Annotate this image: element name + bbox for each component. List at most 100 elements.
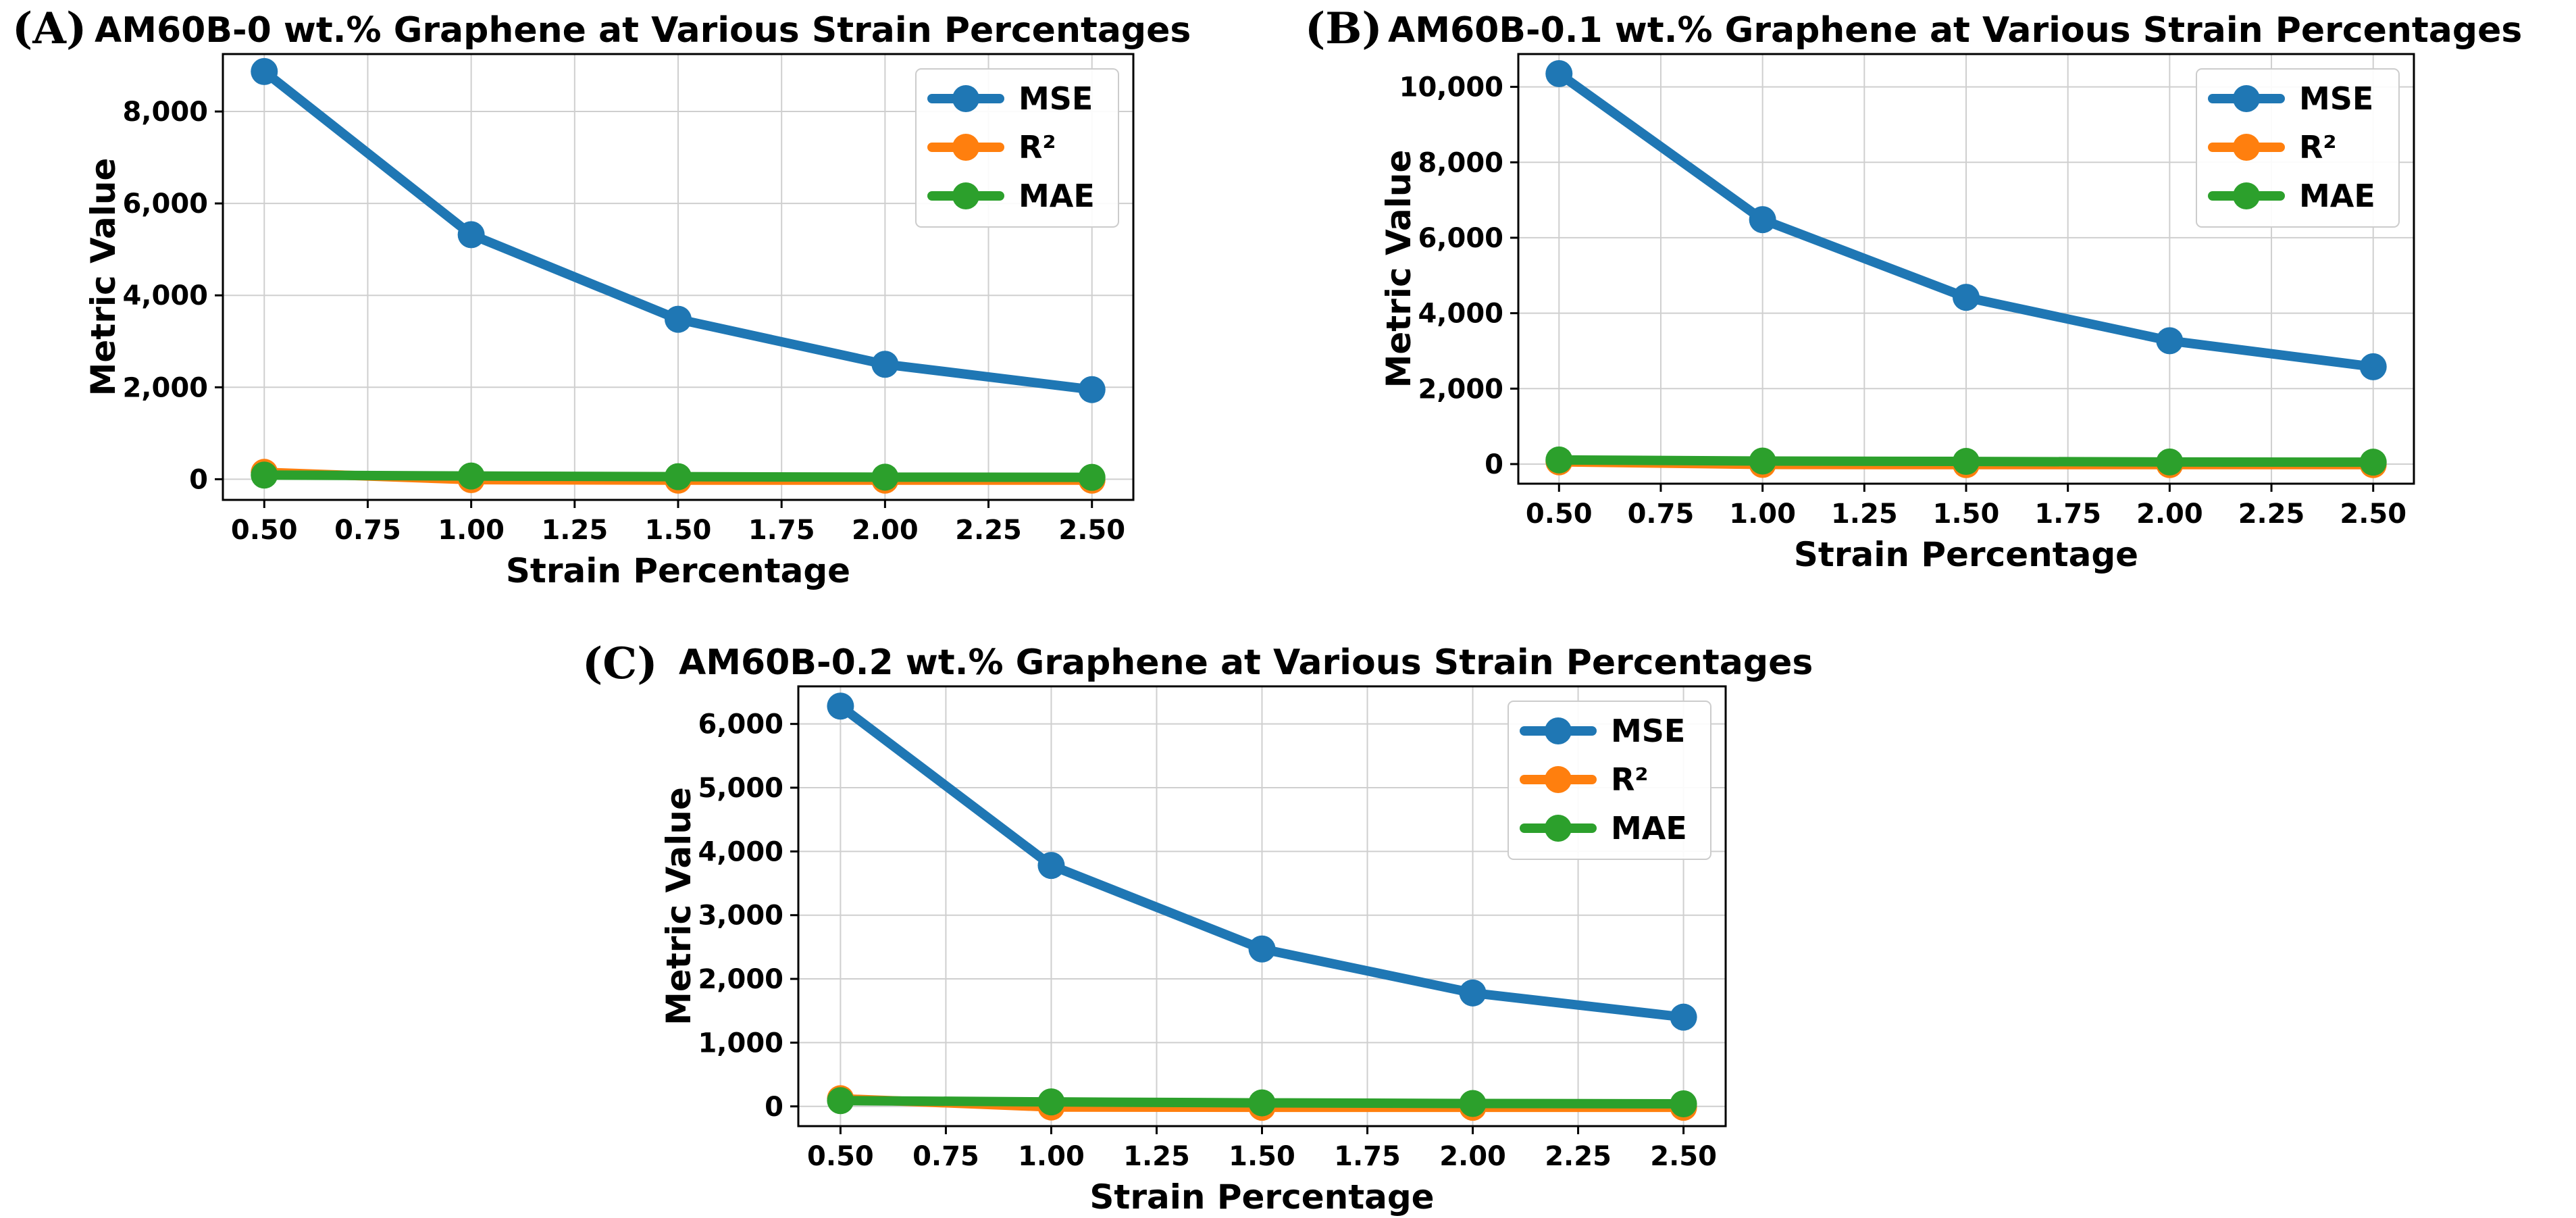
y-ticks-b: 0 2,000 4,000 6,000 8,000 10,000 (1399, 72, 1518, 480)
x-tick-label-c-6: 2.00 (1439, 1141, 1506, 1172)
data-point-mae-c-1 (1037, 1088, 1065, 1116)
x-tick-label-c-1: 0.75 (912, 1141, 979, 1172)
series-layer-a (251, 57, 1106, 494)
chart-title-c: AM60B-0.2 wt.% Graphene at Various Strai… (679, 642, 1813, 683)
x-tick-label-b-5: 1.75 (2034, 499, 2101, 530)
x-tick-label-b-4: 1.50 (1933, 499, 2000, 530)
data-point-mae-b-2 (1953, 448, 1980, 476)
legend-label-mse-c: MSE (1611, 713, 1685, 749)
panel-label-b: (B) (1305, 3, 1383, 54)
x-tick-label-a-4: 1.50 (645, 515, 712, 546)
x-ticks-a: 0.50 0.75 1.00 1.25 1.50 1.75 2.00 2.25 2.50 (231, 500, 1125, 546)
data-point-mae-b-4 (2359, 449, 2387, 476)
x-tick-label-c-2: 1.00 (1018, 1141, 1085, 1172)
data-point-mae-c-2 (1248, 1089, 1276, 1117)
data-point-mse-a-3 (871, 351, 899, 378)
x-tick-label-b-6: 2.00 (2136, 499, 2203, 530)
legend-marker-r2-b (2233, 134, 2260, 161)
y-axis-label-c: Metric Value (659, 787, 698, 1025)
data-point-mae-b-0 (1545, 446, 1573, 474)
chart-panel-a: (A) AM60B-0 wt.% Graphene at Various Str… (12, 3, 1191, 590)
y-tick-label-c-4: 4,000 (698, 836, 783, 867)
chart-panel-c: (C) AM60B-0.2 wt.% Graphene at Various S… (582, 638, 1813, 1217)
x-tick-label-b-7: 2.25 (2238, 499, 2305, 530)
y-tick-label-c-2: 2,000 (698, 964, 783, 995)
series-layer-c (827, 692, 1697, 1121)
data-point-mae-c-0 (827, 1087, 854, 1115)
chart-title-a: AM60B-0 wt.% Graphene at Various Strain … (95, 10, 1191, 51)
x-axis-label-a: Strain Percentage (506, 551, 850, 590)
data-point-mse-b-3 (2156, 327, 2184, 355)
x-tick-label-a-1: 0.75 (334, 515, 401, 546)
data-point-mae-a-3 (871, 463, 899, 491)
legend-label-r2-a: R² (1019, 129, 1056, 166)
y-axis-label-a: Metric Value (84, 158, 123, 397)
y-tick-label-a-4: 8,000 (122, 97, 208, 128)
data-point-mse-c-0 (827, 692, 854, 720)
x-tick-label-b-8: 2.50 (2340, 499, 2406, 530)
y-tick-label-b-0: 0 (1485, 449, 1503, 480)
x-tick-label-a-8: 2.50 (1058, 515, 1125, 546)
y-ticks-a: 0 2,000 4,000 6,000 8,000 (122, 97, 223, 495)
x-tick-label-b-3: 1.25 (1831, 499, 1898, 530)
data-point-mse-a-0 (251, 57, 278, 85)
x-axis-label-c: Strain Percentage (1089, 1177, 1434, 1217)
y-tick-label-c-5: 5,000 (698, 773, 783, 804)
data-point-mse-b-2 (1953, 284, 1980, 311)
y-tick-label-a-3: 6,000 (122, 188, 208, 220)
legend-label-r2-c: R² (1611, 761, 1649, 798)
y-tick-label-b-4: 8,000 (1418, 147, 1503, 178)
data-point-mae-a-2 (665, 463, 692, 490)
data-point-mae-a-4 (1078, 463, 1106, 491)
legend-marker-r2-c (1545, 766, 1572, 793)
y-tick-label-c-1: 1,000 (698, 1027, 783, 1059)
series-layer-b (1545, 60, 2387, 478)
x-tick-label-c-4: 1.50 (1229, 1141, 1295, 1172)
legend-label-mae-b: MAE (2299, 178, 2375, 214)
x-tick-label-c-7: 2.25 (1545, 1141, 1612, 1172)
data-point-mae-c-4 (1670, 1090, 1697, 1117)
data-point-mse-b-1 (1749, 206, 1776, 234)
legend-marker-r2-a (952, 134, 979, 161)
x-tick-label-c-3: 1.25 (1123, 1141, 1190, 1172)
y-tick-label-b-5: 10,000 (1399, 72, 1503, 103)
legend-label-r2-b: R² (2299, 129, 2337, 166)
x-ticks-b: 0.50 0.75 1.00 1.25 1.50 1.75 2.00 2.25 2.50 (1526, 484, 2406, 530)
x-tick-label-b-0: 0.50 (1526, 499, 1593, 530)
legend-label-mse-b: MSE (2299, 80, 2373, 117)
y-axis-label-b: Metric Value (1379, 150, 1418, 388)
legend-marker-mae-c (1545, 815, 1572, 842)
panel-label-c: (C) (582, 638, 658, 689)
y-tick-label-a-0: 0 (189, 464, 208, 495)
data-point-mse-b-4 (2359, 353, 2387, 380)
data-point-mse-c-1 (1037, 852, 1065, 880)
y-tick-label-c-3: 3,000 (698, 900, 783, 932)
y-tick-label-a-2: 4,000 (122, 280, 208, 311)
legend-c: MSE R² MAE (1508, 701, 1711, 860)
y-tick-label-c-0: 0 (765, 1092, 783, 1123)
legend-label-mae-a: MAE (1019, 178, 1095, 214)
legend-b: MSE R² MAE (2196, 68, 2400, 228)
legend-marker-mse-a (952, 85, 979, 112)
x-axis-label-b: Strain Percentage (1794, 535, 2138, 574)
data-point-mae-a-1 (457, 462, 485, 490)
data-point-mse-c-4 (1670, 1003, 1697, 1031)
panel-label-a: (A) (12, 3, 86, 54)
x-tick-label-a-0: 0.50 (231, 515, 298, 546)
y-tick-label-a-1: 2,000 (122, 372, 208, 403)
x-tick-label-c-8: 2.50 (1650, 1141, 1717, 1172)
legend-marker-mse-c (1545, 717, 1572, 744)
data-point-mse-b-0 (1545, 60, 1573, 88)
x-tick-label-b-2: 1.00 (1729, 499, 1796, 530)
data-point-mae-a-0 (251, 461, 278, 489)
chart-panel-b: (B) AM60B-0.1 wt.% Graphene at Various S… (1305, 3, 2522, 574)
x-tick-label-a-2: 1.00 (438, 515, 505, 546)
data-point-mse-a-2 (665, 305, 692, 333)
y-ticks-c: 0 1,000 2,000 3,000 4,000 5,000 6,000 (698, 709, 798, 1123)
y-tick-label-b-3: 6,000 (1418, 223, 1503, 254)
legend-marker-mse-b (2233, 85, 2260, 112)
legend-marker-mae-a (952, 182, 979, 209)
x-tick-label-a-7: 2.25 (955, 515, 1022, 546)
x-ticks-c: 0.50 0.75 1.00 1.25 1.50 1.75 2.00 2.25 2.50 (807, 1126, 1717, 1172)
